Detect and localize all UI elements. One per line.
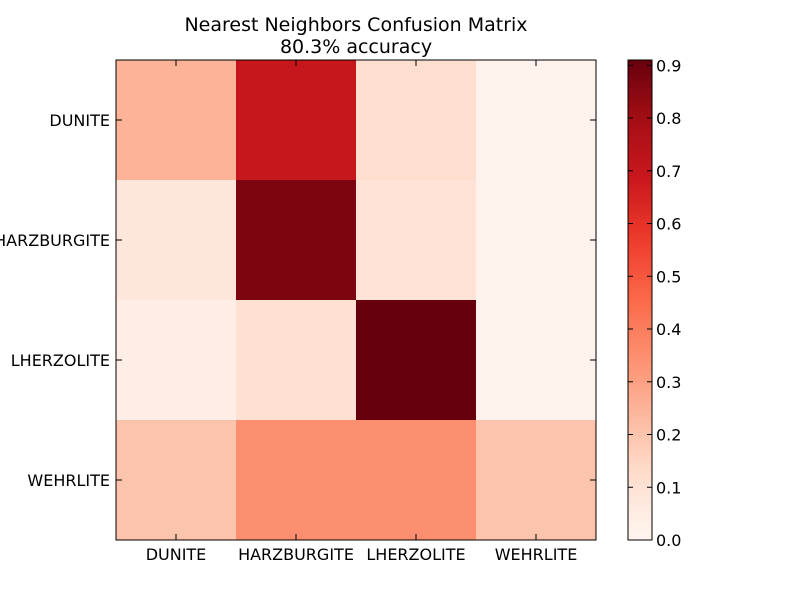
chart-title: Nearest Neighbors Confusion Matrix bbox=[184, 14, 527, 36]
x-axis-ticks: DUNITE HARZBURGITE LHERZOLITE WEHRLITE bbox=[146, 60, 578, 564]
heatmap-cell bbox=[236, 300, 357, 421]
heatmap-cell bbox=[356, 300, 477, 421]
heatmap-cell bbox=[116, 420, 237, 541]
y-axis-ticks: DUNITE HARZBURGITE LHERZOLITE WEHRLITE bbox=[0, 111, 596, 490]
heatmap-cell bbox=[476, 180, 597, 301]
colorbar-tick-label: 0.9 bbox=[656, 56, 681, 75]
heatmap-cell bbox=[236, 60, 357, 181]
heatmap-cell bbox=[476, 300, 597, 421]
y-tick-label: LHERZOLITE bbox=[11, 351, 110, 370]
colorbar-tick-label: 0.2 bbox=[656, 426, 681, 445]
y-tick-label: HARZBURGITE bbox=[0, 231, 110, 250]
colorbar-frame bbox=[627, 59, 653, 541]
colorbar-tick-label: 0.7 bbox=[656, 162, 681, 181]
heatmap-cell bbox=[356, 180, 477, 301]
heatmap-cells bbox=[116, 60, 597, 541]
x-tick-label: LHERZOLITE bbox=[366, 545, 465, 564]
heatmap-cell bbox=[236, 420, 357, 541]
colorbar-ticks: 0.0 0.1 0.2 0.3 0.4 0.5 0.6 0.7 0.8 0.9 bbox=[628, 56, 681, 550]
colorbar-tick-label: 0.8 bbox=[656, 109, 681, 128]
colorbar-tick-label: 0.1 bbox=[656, 478, 681, 497]
heatmap-cell bbox=[116, 60, 237, 181]
plot-frame bbox=[115, 59, 597, 541]
heatmap-cell bbox=[236, 180, 357, 301]
colorbar-tick-label: 0.5 bbox=[656, 267, 681, 286]
heatmap-cell bbox=[116, 180, 237, 301]
chart-subtitle: 80.3% accuracy bbox=[280, 36, 432, 58]
x-tick-label: WEHRLITE bbox=[495, 545, 578, 564]
x-tick-label: HARZBURGITE bbox=[238, 545, 354, 564]
colorbar-tick-label: 0.0 bbox=[656, 531, 681, 550]
y-tick-label: WEHRLITE bbox=[27, 471, 110, 490]
colorbar-tick-label: 0.3 bbox=[656, 373, 681, 392]
colorbar-tick-label: 0.4 bbox=[656, 320, 681, 339]
colorbar-tick-label: 0.6 bbox=[656, 215, 681, 234]
heatmap-cell bbox=[476, 420, 597, 541]
heatmap-cell bbox=[356, 420, 477, 541]
heatmap-cell bbox=[116, 300, 237, 421]
x-tick-label: DUNITE bbox=[146, 545, 207, 564]
heatmap-cell bbox=[356, 60, 477, 181]
colorbar bbox=[628, 60, 652, 540]
heatmap-cell bbox=[476, 60, 597, 181]
y-tick-label: DUNITE bbox=[49, 111, 110, 130]
